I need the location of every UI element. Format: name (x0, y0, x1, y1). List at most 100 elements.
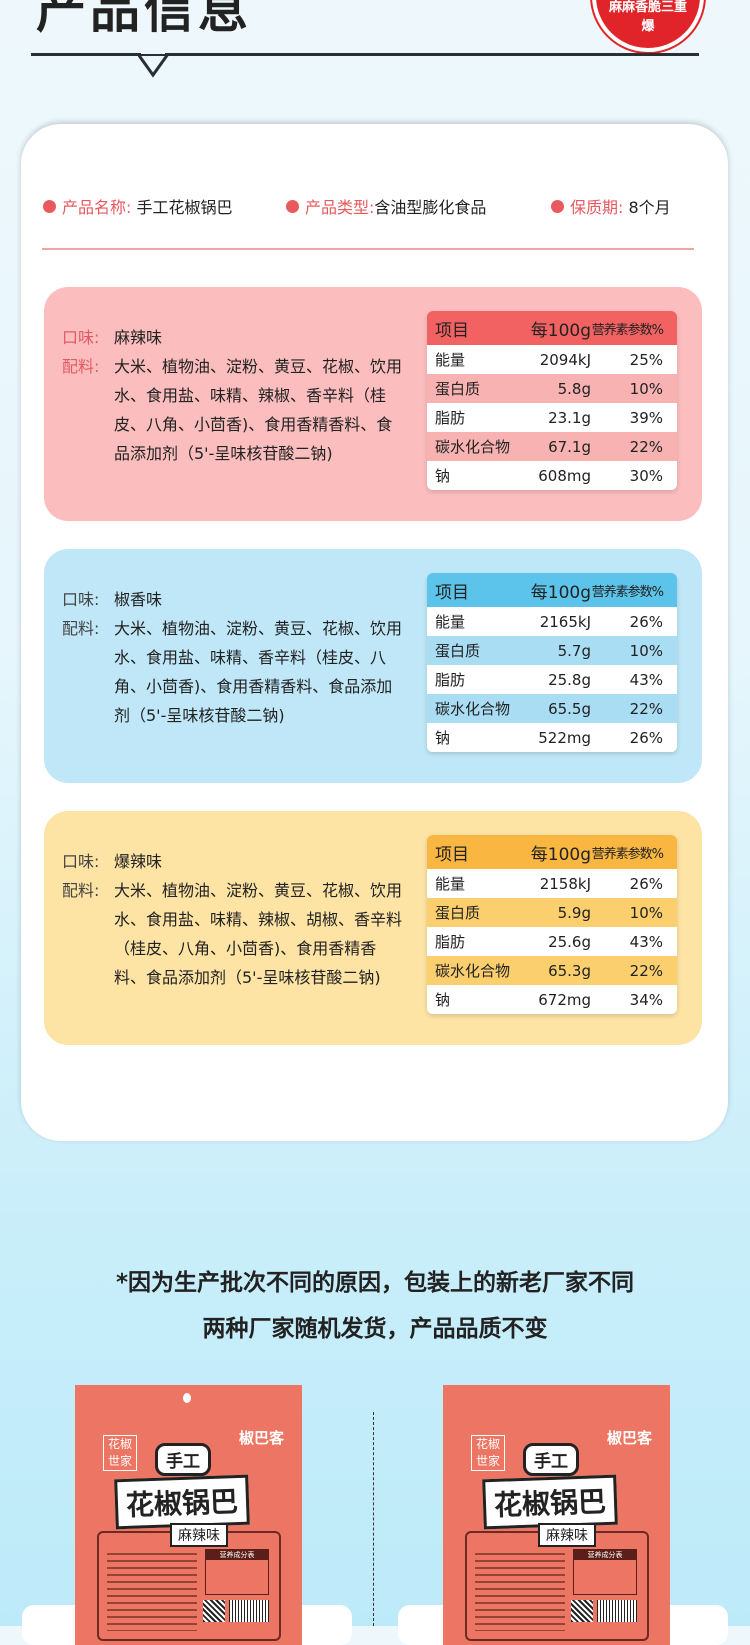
package-sub: 手工 (155, 1443, 211, 1476)
batch-note: *因为生产批次不同的原因，包装上的新老厂家不同 两种厂家随机发货，产品品质不变 (0, 1260, 750, 1352)
nutrition-row: 钠 522mg 26% (427, 723, 677, 752)
note-line-2: 两种厂家随机发货，产品品质不变 (202, 1316, 548, 1342)
nutrient-name: 能量 (435, 351, 466, 369)
qr-code-icon (203, 1600, 225, 1622)
nutrition-table: 项目 每100g 营养素参数% 能量 2165kJ 26% 蛋白质 5.7g 10% 脂肪 25.8… (427, 573, 677, 752)
ingredients-label: 配料: (62, 619, 100, 638)
package-sub: 手工 (523, 1443, 579, 1476)
nutrient-amount: 25.8g (548, 670, 591, 689)
ingredients-label: 配料: (62, 357, 100, 376)
bullet-icon (551, 199, 564, 213)
nutrient-amount: 65.5g (548, 699, 591, 718)
nutrition-row: 碳水化合物 65.5g 22% (427, 694, 677, 723)
info-divider (42, 248, 694, 250)
value: 含油型膨化食品 (374, 198, 487, 217)
note-line-1: *因为生产批次不同的原因，包装上的新老厂家不同 (115, 1270, 635, 1296)
flavor-description: 口味: 麻辣味 配料: 大米、植物油、淀粉、黄豆、花椒、饮用水、食用盐、味精、辣椒、… (62, 323, 402, 468)
nutrient-percent: 25% (629, 350, 663, 369)
nutrition-row: 脂肪 23.1g 39% (427, 403, 677, 432)
nutrient-name: 钠 (435, 467, 451, 485)
nutrition-row: 脂肪 25.8g 43% (427, 665, 677, 694)
label: 产品类型: (305, 198, 375, 217)
flavor-value: 椒香味 (114, 590, 163, 609)
flavor-panel: 口味: 椒香味 配料: 大米、植物油、淀粉、黄豆、花椒、饮用水、食用盐、味精、香辛料… (44, 549, 702, 783)
nutrient-percent: 30% (629, 466, 663, 485)
nutrient-percent: 22% (629, 961, 663, 980)
nutrition-header: 项目 每100g 营养素参数% (427, 311, 677, 345)
package-image-new: 花椒世家 椒巴客 手工 花椒锅巴 麻辣味 营养成分表 (443, 1385, 670, 1645)
nutrient-percent: 26% (629, 612, 663, 631)
ingredients-value: 大米、植物油、淀粉、黄豆、花椒、饮用水、食用盐、味精、辣椒、香辛料（桂皮、八角、… (114, 357, 403, 463)
nutrient-amount: 25.6g (548, 932, 591, 951)
nutrition-row: 蛋白质 5.7g 10% (427, 636, 677, 665)
package-flavor: 麻辣味 (538, 1523, 596, 1547)
header-item: 项目 (435, 844, 469, 865)
nutrient-name: 碳水化合物 (435, 438, 511, 456)
page-title: 产品信息 (36, 0, 252, 39)
nutrient-name: 脂肪 (435, 933, 466, 951)
package-series: 花椒世家 (471, 1435, 505, 1471)
title-divider (31, 53, 699, 56)
nutrient-amount: 65.3g (548, 961, 591, 980)
nutrient-name: 碳水化合物 (435, 962, 511, 980)
info-shelf-life: 保质期: 8个月 (551, 194, 671, 218)
nutrient-name: 蛋白质 (435, 380, 481, 398)
value: 手工花椒锅巴 (136, 198, 233, 217)
package-name: 花椒锅巴 (114, 1474, 250, 1530)
nutrient-percent: 26% (629, 728, 663, 747)
barcode-icon (597, 1600, 637, 1622)
nutrient-name: 钠 (435, 729, 451, 747)
package-brand: 椒巴客 (606, 1429, 652, 1447)
nutrient-name: 蛋白质 (435, 642, 481, 660)
promo-badge: 麻麻香脆三重爆 (592, 0, 704, 52)
header-nrv: 营养素参数% (591, 584, 664, 600)
label: 产品名称: (62, 198, 132, 217)
nutrition-table: 项目 每100g 营养素参数% 能量 2094kJ 25% 蛋白质 5.8g 10% 脂肪 23.1… (427, 311, 677, 490)
qr-code-icon (571, 1600, 593, 1622)
package-nutrition-title: 营养成分表 (574, 1550, 636, 1560)
nutrition-row: 碳水化合物 65.3g 22% (427, 956, 677, 985)
nutrient-percent: 43% (629, 670, 663, 689)
label: 保质期: (570, 198, 624, 217)
header-per100g: 每100g (530, 844, 591, 865)
info-product-type: 产品类型: 含油型膨化食品 (286, 194, 486, 218)
nutrient-percent: 43% (629, 932, 663, 951)
nutrition-header: 项目 每100g 营养素参数% (427, 835, 677, 869)
flavor-value: 麻辣味 (114, 328, 163, 347)
nutrient-percent: 10% (629, 379, 663, 398)
header-nrv: 营养素参数% (591, 322, 664, 338)
ingredients-value: 大米、植物油、淀粉、黄豆、花椒、饮用水、食用盐、味精、香辛料（桂皮、八角、小茴香… (114, 619, 403, 725)
bullet-icon (286, 199, 299, 213)
nutrition-row: 能量 2165kJ 26% (427, 607, 677, 636)
nutrient-percent: 34% (629, 990, 663, 1009)
barcode-icon (229, 1600, 269, 1622)
package-nutrition-title: 营养成分表 (206, 1550, 268, 1560)
nutrient-amount: 5.7g (557, 641, 591, 660)
flavor-description: 口味: 爆辣味 配料: 大米、植物油、淀粉、黄豆、花椒、饮用水、食用盐、味精、辣椒、… (62, 847, 402, 992)
package-brand: 椒巴客 (238, 1429, 284, 1447)
flavor-description: 口味: 椒香味 配料: 大米、植物油、淀粉、黄豆、花椒、饮用水、食用盐、味精、香辛料… (62, 585, 402, 730)
ingredients-label: 配料: (62, 881, 100, 900)
nutrient-name: 脂肪 (435, 671, 466, 689)
nutrition-row: 碳水化合物 67.1g 22% (427, 432, 677, 461)
nutrition-row: 能量 2158kJ 26% (427, 869, 677, 898)
nutrient-name: 碳水化合物 (435, 700, 511, 718)
nutrient-amount: 5.8g (557, 379, 591, 398)
package-flavor: 麻辣味 (170, 1523, 228, 1547)
nutrient-percent: 22% (629, 699, 663, 718)
package-name: 花椒锅巴 (482, 1474, 618, 1530)
nutrition-row: 脂肪 25.6g 43% (427, 927, 677, 956)
nutrient-percent: 10% (629, 641, 663, 660)
value: 8个月 (628, 198, 671, 217)
flavor-label: 口味: (62, 328, 100, 347)
package-separator (373, 1412, 374, 1626)
package-image-old: 花椒世家 椒巴客 手工 花椒锅巴 麻辣味 营养成分表 (75, 1385, 302, 1645)
nutrient-amount: 23.1g (548, 408, 591, 427)
nutrient-amount: 5.9g (557, 903, 591, 922)
flavor-panel: 口味: 爆辣味 配料: 大米、植物油、淀粉、黄豆、花椒、饮用水、食用盐、味精、辣椒、… (44, 811, 702, 1045)
nutrition-table: 项目 每100g 营养素参数% 能量 2158kJ 26% 蛋白质 5.9g 10% 脂肪 25.6… (427, 835, 677, 1014)
nutrition-row: 钠 608mg 30% (427, 461, 677, 490)
nutrient-name: 钠 (435, 991, 451, 1009)
info-product-name: 产品名称: 手工花椒锅巴 (43, 194, 233, 218)
flavor-value: 爆辣味 (114, 852, 163, 871)
